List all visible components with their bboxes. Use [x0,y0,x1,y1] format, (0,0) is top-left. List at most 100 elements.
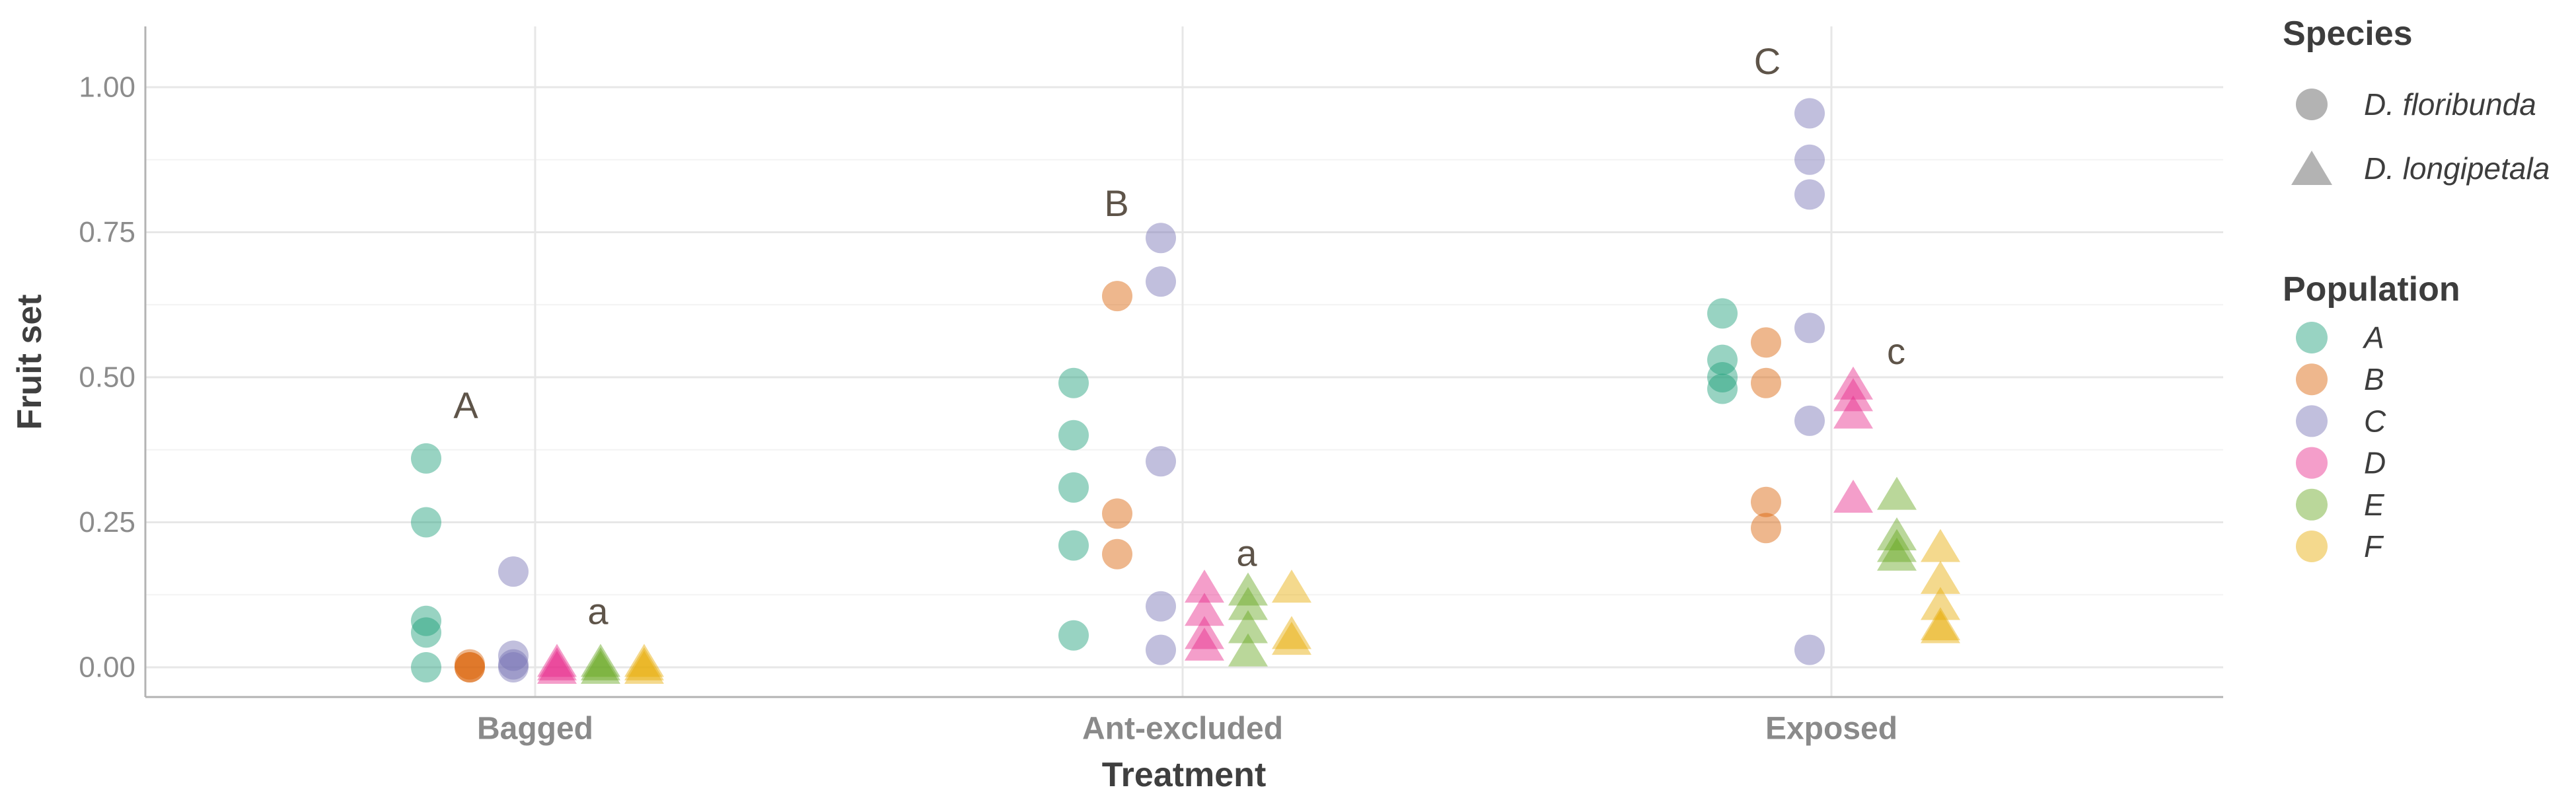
data-point-circle [411,652,441,682]
data-point-circle [1707,298,1738,329]
population-legend-label: E [2364,488,2385,522]
population-color-key [2296,447,2328,479]
data-point-circle [1146,634,1176,665]
x-axis-title: Treatment [1102,756,1267,794]
data-point-triangle [624,651,664,684]
data-point-circle [1751,513,1781,544]
data-point-circle [498,556,529,587]
data-point-circle [1794,98,1825,129]
data-point-triangle [1877,476,1917,510]
data-point-circle [498,640,529,671]
significance-letters: Aa Ba Cc [453,40,1905,632]
data-point-circle [1794,634,1825,665]
species-legend-label: D. longipetala [2364,151,2550,186]
y-tick-label: 0.25 [79,506,135,538]
data-point-triangle [1833,366,1873,400]
data-point-triangle [1877,529,1917,562]
species-legend-items: D. floribunda D. longipetala [2291,87,2550,186]
data-point-circle [1707,362,1738,392]
population-color-key [2296,405,2328,437]
data-point-triangle [537,647,577,681]
data-point-circle [1146,446,1176,477]
data-point-triangle [1228,633,1268,667]
data-point-circle [1102,281,1132,312]
data-point-circle [1707,344,1738,375]
data-point-circle [455,652,485,682]
data-point-triangle [1228,572,1268,606]
species-circle-key [2296,89,2328,120]
minor-gridlines [145,159,2223,596]
data-point-triangle [581,647,620,681]
population-legend-label: B [2364,362,2384,396]
data-point-circle [1146,266,1176,297]
data-point-circle [498,649,529,680]
data-point-circle [1146,591,1176,622]
data-point-triangle [1833,479,1873,513]
data-point-circle [1102,538,1132,570]
significance-letter: a [587,590,608,632]
major-gridlines [145,26,2223,697]
data-point-triangle [1877,537,1917,571]
data-point-triangle [1877,517,1917,551]
y-tick-label: 0.75 [79,216,135,248]
data-point-triangle [1272,622,1311,655]
data-point-triangle [1185,593,1224,626]
data-point-circle [498,652,529,682]
data-point-circle [1794,179,1825,210]
y-tick-label: 0.00 [79,651,135,684]
data-point-circle [411,507,441,538]
population-legend-label: D [2364,446,2386,480]
population-color-key [2296,488,2328,521]
data-point-triangle [537,651,577,684]
tick-labels: 0.00 0.25 0.50 0.75 1.00 Bagged Ant-excluded Ex… [79,71,1897,747]
data-point-circle [1751,367,1781,398]
data-point-triangle [1228,587,1268,620]
x-tick-label: Exposed [1765,712,1897,747]
significance-letter: a [1236,533,1257,574]
data-point-triangle [1921,607,1960,641]
population-color-key [2296,363,2328,396]
data-point-circle [1794,405,1825,436]
data-point-circle [1058,367,1089,398]
population-color-key [2296,322,2328,353]
population-legend-title: Population [2283,270,2460,309]
y-axis-title: Fruit set [11,294,49,429]
data-point-circle [1146,223,1176,254]
axis-lines [144,26,2223,698]
data-point-circle [1058,420,1089,451]
data-point-triangle [1921,610,1960,644]
data-point-triangle [1185,627,1224,661]
population-legend-label: C [2364,404,2386,438]
y-tick-label: 1.00 [79,71,135,104]
population-color-key [2296,531,2328,562]
data-point-circle [1794,313,1825,344]
data-point-circle [1058,530,1089,561]
population-legend-label: A [2362,320,2384,355]
significance-letter: C [1754,40,1781,82]
data-point-circle [1058,472,1089,503]
data-point-triangle [1921,560,1960,594]
data-points [411,98,1960,684]
data-point-circle [411,443,441,474]
data-point-circle [411,617,441,648]
x-tick-label: Ant-excluded [1082,712,1283,747]
data-point-triangle [1272,616,1311,649]
population-legend-label: F [2364,529,2384,564]
data-point-triangle [581,644,620,677]
data-point-circle [455,649,485,680]
data-point-triangle [1833,378,1873,412]
data-point-triangle [1185,616,1224,649]
data-point-triangle [624,647,664,681]
data-point-triangle [624,644,664,677]
data-point-circle [1058,620,1089,651]
data-point-triangle [1921,529,1960,562]
x-tick-label: Bagged [477,712,593,747]
legend: Species D. floribunda D. longipetala Popu… [2283,15,2550,564]
species-legend-title: Species [2283,15,2413,53]
data-point-triangle [581,651,620,684]
data-point-circle [1751,486,1781,517]
species-triangle-key [2291,151,2332,185]
significance-letter: B [1104,182,1128,224]
